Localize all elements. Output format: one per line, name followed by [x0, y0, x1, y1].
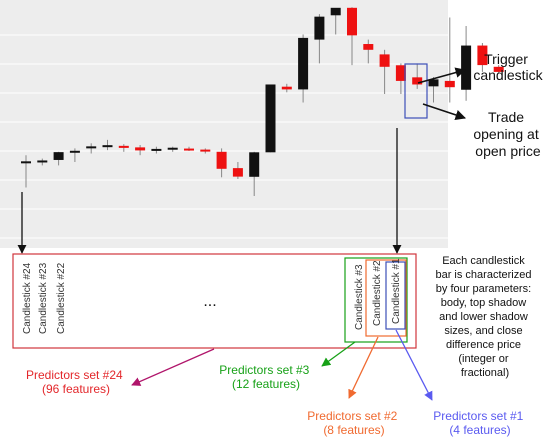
candle-body — [69, 150, 80, 153]
candle-body — [249, 152, 260, 177]
trade-label: Trade opening at open price — [473, 109, 542, 159]
candle-body — [363, 44, 374, 50]
candle-body — [167, 147, 178, 150]
trigger-candle-box — [404, 63, 428, 119]
candle-body — [21, 161, 31, 164]
feature-box-outer — [12, 253, 417, 349]
predictor-set24-label: Predictors set #24 (96 features) — [26, 368, 126, 396]
candle-body — [428, 79, 439, 87]
candle-body — [412, 77, 423, 85]
description-text: Each candlestick bar is characterized by… — [435, 255, 534, 379]
candle-body — [216, 151, 227, 169]
candle-body — [151, 148, 162, 151]
arrow-set24 — [131, 348, 215, 386]
predictor-set3-label: Predictors set #3 (12 features) — [219, 363, 312, 391]
candle-body — [493, 66, 504, 72]
predictor-set2-label: Predictors set #2 (8 features) — [307, 409, 400, 437]
candle-body — [281, 86, 292, 90]
candlestick-series — [21, 7, 504, 196]
candle-body — [314, 16, 325, 40]
candle-body — [118, 145, 129, 148]
candle-body — [395, 65, 406, 81]
candle-body — [184, 148, 194, 151]
trigger-arrow — [417, 67, 467, 84]
candle-body — [379, 54, 390, 67]
candle-label-3: Candlestick #3 — [354, 264, 365, 330]
candle-body — [232, 168, 243, 177]
trade-arrow — [422, 103, 466, 120]
arrow-set2 — [348, 336, 379, 399]
candle-body — [53, 152, 64, 160]
candle-label-2: Candlestick #2 — [372, 260, 383, 326]
candle-body — [330, 7, 341, 16]
candle-body — [135, 147, 146, 151]
candle-label-22: Candlestick #22 — [56, 262, 67, 334]
candle-body — [444, 80, 455, 88]
arrow-set3 — [321, 341, 356, 367]
feature-box-set1 — [385, 261, 406, 330]
trigger-label: Trigger candlestick — [473, 51, 543, 83]
candle-body — [461, 45, 472, 90]
candle-body — [37, 160, 48, 163]
candle-label-1: Candlestick #1 — [391, 258, 402, 324]
candle-label-23: Candlestick #23 — [38, 262, 49, 334]
candle-body — [347, 7, 357, 36]
candle-body — [200, 149, 211, 152]
candle-body — [86, 146, 97, 149]
candle-body — [265, 84, 276, 153]
candle-body — [102, 145, 113, 148]
feature-box-set2 — [365, 259, 407, 337]
candle-body — [298, 37, 309, 90]
candle-body — [477, 45, 488, 66]
ellipsis: ... — [203, 293, 216, 310]
arrow-set1 — [395, 329, 433, 401]
predictor-set1-label: Predictors set #1 (4 features) — [433, 409, 526, 437]
chart-background — [0, 0, 448, 248]
candle-label-24: Candlestick #24 — [22, 262, 33, 334]
